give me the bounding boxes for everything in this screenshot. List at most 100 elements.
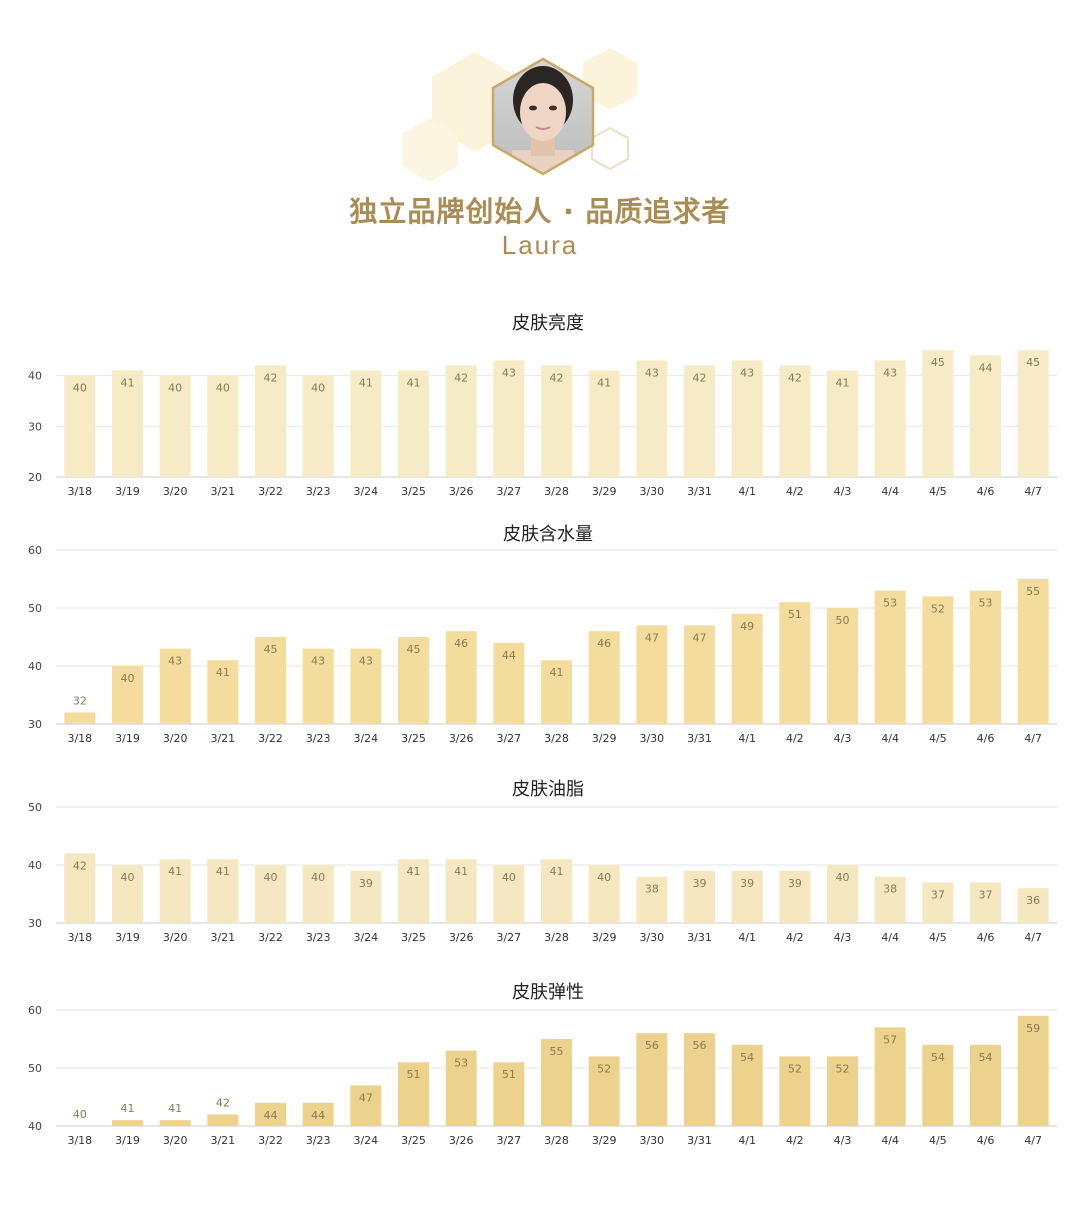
hydration-bar xyxy=(874,590,906,724)
elasticity-x-tick-label: 4/7 xyxy=(1024,1134,1042,1147)
elasticity-bar-value-label: 53 xyxy=(454,1057,468,1070)
oil-x-tick-label: 3/24 xyxy=(353,931,378,944)
hydration-x-tick-label: 4/1 xyxy=(738,732,756,745)
oil-bar-value-label: 39 xyxy=(788,877,802,890)
hydration-bar xyxy=(827,608,858,724)
oil-bar xyxy=(874,876,906,923)
hexagon-decor-2 xyxy=(402,118,458,182)
hydration-x-tick-label: 3/26 xyxy=(449,732,474,745)
brightness-x-tick-label: 4/4 xyxy=(881,485,899,498)
hydration-x-tick-label: 4/4 xyxy=(881,732,899,745)
elasticity-x-tick-label: 3/19 xyxy=(115,1134,140,1147)
elasticity-bar xyxy=(588,1056,620,1126)
hydration-x-tick-label: 3/24 xyxy=(353,732,378,745)
brightness-bar-value-label: 40 xyxy=(73,382,87,395)
hydration-bar-value-label: 45 xyxy=(264,643,278,656)
oil-bar xyxy=(350,870,382,923)
oil-bar-value-label: 40 xyxy=(836,871,850,884)
brightness-bar-value-label: 43 xyxy=(645,366,659,379)
brightness-x-tick-label: 4/2 xyxy=(786,485,804,498)
elasticity-bar-value-label: 52 xyxy=(836,1062,850,1075)
elasticity-x-tick-label: 3/29 xyxy=(592,1134,617,1147)
elasticity-x-tick-label: 3/18 xyxy=(67,1134,92,1147)
hydration-x-tick-label: 3/30 xyxy=(639,732,664,745)
brightness-y-tick-label: 40 xyxy=(28,370,42,383)
hydration-bar xyxy=(588,631,620,724)
brightness-bar-value-label: 42 xyxy=(788,371,802,384)
hydration-x-tick-label: 3/25 xyxy=(401,732,426,745)
hydration-bar-value-label: 55 xyxy=(1026,585,1040,598)
oil-x-tick-label: 3/20 xyxy=(163,931,188,944)
elasticity-bar xyxy=(445,1050,477,1126)
hydration-bar xyxy=(302,648,334,724)
oil-x-tick-label: 3/22 xyxy=(258,931,283,944)
elasticity-x-tick-label: 4/5 xyxy=(929,1134,947,1147)
brightness-bar xyxy=(779,365,811,477)
oil-bar xyxy=(159,859,191,923)
elasticity-x-tick-label: 3/31 xyxy=(687,1134,712,1147)
hydration-bar xyxy=(493,642,525,724)
oil-bar-value-label: 40 xyxy=(311,871,325,884)
elasticity-bar xyxy=(684,1033,715,1126)
hydration-y-tick-label: 30 xyxy=(28,718,42,731)
oil-bar xyxy=(731,870,763,923)
hydration-bar xyxy=(64,712,96,724)
brightness-x-tick-label: 3/30 xyxy=(639,485,664,498)
hydration-x-tick-label: 3/23 xyxy=(306,732,331,745)
brightness-bar xyxy=(970,355,1001,477)
elasticity-x-tick-label: 4/3 xyxy=(834,1134,852,1147)
hydration-bar-value-label: 44 xyxy=(502,649,516,662)
brightness-bar xyxy=(112,370,143,477)
brightness-y-tick-label: 30 xyxy=(28,420,42,433)
brightness-x-tick-label: 4/5 xyxy=(929,485,947,498)
brightness-bar-value-label: 41 xyxy=(597,377,611,390)
brightness-bar xyxy=(874,360,906,477)
brightness-bar xyxy=(159,375,191,477)
oil-chart-title: 皮肤油脂 xyxy=(512,779,584,800)
oil-bar-value-label: 38 xyxy=(883,883,897,896)
oil-bar xyxy=(398,859,429,923)
hydration-x-tick-label: 3/27 xyxy=(496,732,521,745)
hydration-bar xyxy=(922,596,954,724)
hydration-bar xyxy=(684,625,715,724)
elasticity-bar xyxy=(112,1120,143,1126)
profile-header: 独立品牌创始人 · 品质追求者 Laura xyxy=(0,0,1080,280)
oil-bar xyxy=(302,865,334,923)
brightness-bar-value-label: 45 xyxy=(931,356,945,369)
elasticity-bar xyxy=(922,1044,954,1126)
hydration-bar xyxy=(159,648,191,724)
elasticity-y-tick-label: 40 xyxy=(28,1120,42,1133)
hydration-x-tick-label: 3/28 xyxy=(544,732,569,745)
oil-bar xyxy=(255,865,286,923)
oil-x-tick-label: 3/31 xyxy=(687,931,712,944)
oil-bar-value-label: 41 xyxy=(168,865,182,878)
hydration-bar-value-label: 43 xyxy=(168,655,182,668)
brightness-bar xyxy=(1017,350,1049,477)
oil-bar xyxy=(779,870,811,923)
oil-bar-value-label: 36 xyxy=(1026,894,1040,907)
oil-bar-value-label: 39 xyxy=(359,877,373,890)
brightness-bar xyxy=(636,360,668,477)
hydration-bar-value-label: 50 xyxy=(836,614,850,627)
brightness-x-tick-label: 4/7 xyxy=(1024,485,1042,498)
oil-bar-value-label: 40 xyxy=(121,871,135,884)
hydration-x-tick-label: 4/7 xyxy=(1024,732,1042,745)
hydration-x-tick-label: 4/5 xyxy=(929,732,947,745)
elasticity-bar xyxy=(207,1114,239,1126)
elasticity-bar-value-label: 41 xyxy=(121,1102,135,1115)
elasticity-x-tick-label: 3/21 xyxy=(210,1134,235,1147)
brightness-x-tick-label: 3/24 xyxy=(353,485,378,498)
brightness-x-tick-label: 3/19 xyxy=(115,485,140,498)
elasticity-bar xyxy=(636,1033,668,1126)
elasticity-bar xyxy=(874,1027,906,1126)
oil-x-tick-label: 4/2 xyxy=(786,931,804,944)
elasticity-bar xyxy=(970,1044,1001,1126)
oil-bar xyxy=(445,859,477,923)
hydration-x-tick-label: 3/22 xyxy=(258,732,283,745)
oil-bar-value-label: 41 xyxy=(216,865,230,878)
brightness-bar-value-label: 42 xyxy=(454,371,468,384)
elasticity-bar xyxy=(541,1039,572,1126)
hydration-bar-value-label: 51 xyxy=(788,608,802,621)
brightness-x-tick-label: 3/20 xyxy=(163,485,188,498)
brightness-bar xyxy=(588,370,620,477)
